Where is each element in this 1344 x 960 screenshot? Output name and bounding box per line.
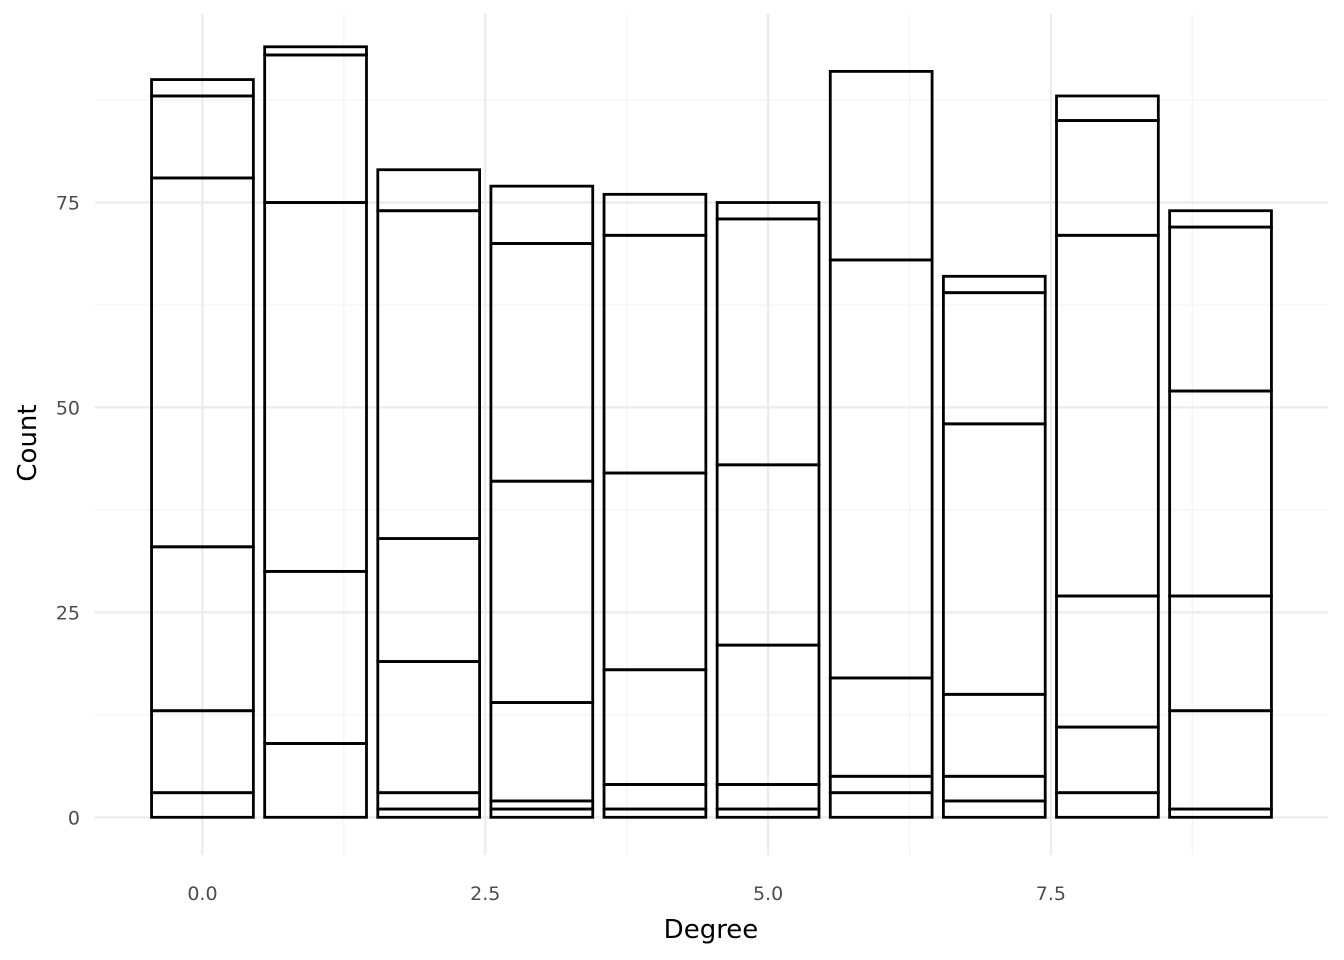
bar-segment — [376, 791, 482, 811]
bar-segment — [489, 479, 595, 704]
bar-segment — [602, 233, 708, 475]
bar-segment — [489, 242, 595, 483]
bar-segment — [941, 422, 1047, 696]
bars-group — [150, 45, 1273, 819]
x-axis-tick-labels: 0.0 2.5 5.0 7.5 — [187, 883, 1066, 905]
bar-segment — [263, 742, 368, 819]
x-tick-label: 5.0 — [753, 883, 783, 905]
bar-segment — [828, 774, 934, 795]
y-tick-label: 50 — [56, 397, 80, 419]
bar-segment — [941, 274, 1047, 295]
y-axis-title: Count — [13, 404, 43, 481]
major-gridlines — [95, 14, 1328, 855]
bar-segment — [941, 291, 1047, 426]
bar-segment — [263, 201, 368, 573]
x-tick-label: 7.5 — [1036, 883, 1066, 905]
bar-segment — [828, 791, 934, 819]
y-axis-tick-labels: 0 25 50 75 — [56, 193, 80, 830]
bar-segment — [1055, 94, 1160, 122]
bar-segment — [941, 692, 1047, 778]
bar-segment — [489, 701, 595, 803]
x-tick-label: 0.0 — [187, 883, 217, 905]
y-tick-label: 75 — [56, 193, 80, 215]
bar-segment — [376, 537, 482, 663]
bar-segment — [1168, 209, 1273, 229]
bar-segment — [828, 258, 934, 680]
bar-segment — [263, 45, 368, 57]
bar-segment — [263, 53, 368, 204]
bar-segment — [376, 660, 482, 795]
minor-gridlines — [95, 14, 1328, 855]
bar-segment — [1168, 709, 1273, 811]
bar-segment — [263, 569, 368, 745]
bar-segment — [602, 668, 708, 786]
bar-segment — [1168, 389, 1273, 598]
bar-segment — [1055, 119, 1160, 237]
x-tick-label: 2.5 — [470, 883, 500, 905]
bar-segment — [715, 201, 821, 221]
bar-segment — [941, 799, 1047, 819]
bar-segment — [602, 471, 708, 672]
bar-segment — [489, 184, 595, 245]
x-axis-title: Degree — [664, 915, 759, 945]
bar-segment — [941, 774, 1047, 803]
bar-segment — [1055, 594, 1160, 729]
bar-segment — [1055, 233, 1160, 598]
y-tick-label: 25 — [56, 602, 80, 624]
bar-segment — [1055, 725, 1160, 795]
bar-segment — [828, 676, 934, 778]
y-tick-label: 0 — [68, 807, 80, 829]
bar-segment — [828, 69, 934, 262]
bar-segment — [1168, 225, 1273, 393]
bar-segment — [376, 209, 482, 541]
bar-segment — [150, 78, 255, 98]
bar-segment — [1055, 791, 1160, 819]
bar-segment — [602, 192, 708, 237]
bar-segment — [602, 783, 708, 811]
bar-segment — [376, 168, 482, 213]
